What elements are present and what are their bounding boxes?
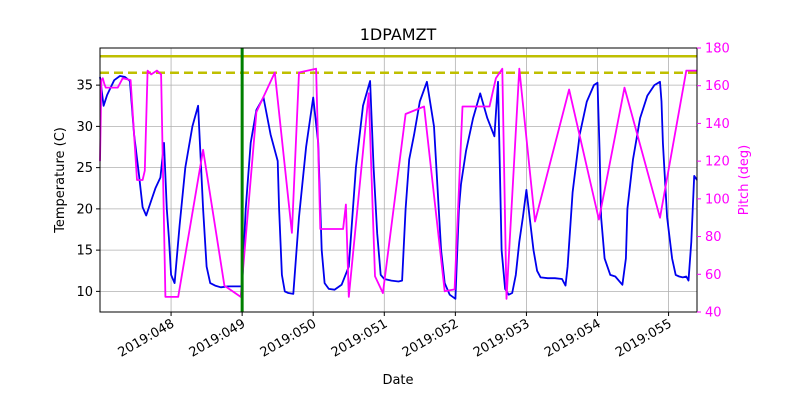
x-tick-label: 2019:052 — [400, 316, 461, 360]
x-tick-label: 2019:051 — [329, 316, 390, 360]
left-tick-label: 30 — [76, 120, 93, 135]
left-axis: 10 15 20 25 30 35 — [76, 79, 100, 300]
right-tick-label: 120 — [705, 155, 730, 170]
right-tick-label: 100 — [705, 192, 730, 207]
left-axis-label: Temperature (C) — [53, 127, 68, 234]
x-axis: 2019:048 2019:049 2019:050 2019:051 2019:052… — [116, 312, 675, 361]
series-layer — [99, 48, 698, 312]
left-tick-label: 10 — [76, 285, 93, 300]
right-tick-label: 80 — [705, 230, 722, 245]
plot-frame — [99, 47, 698, 313]
left-tick-label: 15 — [76, 244, 93, 259]
x-tick-label: 2019:055 — [613, 316, 674, 360]
chart-title: 1DPAMZT — [360, 25, 437, 44]
x-tick-label: 2019:050 — [258, 316, 319, 360]
right-tick-label: 40 — [705, 306, 722, 321]
x-tick-label: 2019:049 — [187, 316, 248, 360]
right-tick-label: 180 — [705, 42, 730, 57]
right-axis: 40 60 80 100 120 140 160 180 — [697, 42, 730, 321]
x-tick-label: 2019:054 — [542, 316, 603, 360]
right-tick-label: 140 — [705, 117, 730, 132]
x-tick-label: 2019:048 — [116, 316, 177, 360]
right-tick-label: 160 — [705, 79, 730, 94]
grid — [100, 48, 697, 312]
x-tick-label: 2019:053 — [471, 316, 532, 360]
left-tick-label: 20 — [76, 202, 93, 217]
limit-lines — [100, 55, 697, 74]
temperature-series-line — [99, 75, 698, 300]
pitch-series-line — [99, 67, 697, 300]
right-tick-label: 60 — [705, 268, 722, 283]
left-tick-label: 35 — [76, 79, 93, 94]
x-axis-label: Date — [382, 373, 413, 388]
right-axis-label: Pitch (deg) — [737, 145, 752, 215]
left-tick-label: 25 — [76, 161, 93, 176]
